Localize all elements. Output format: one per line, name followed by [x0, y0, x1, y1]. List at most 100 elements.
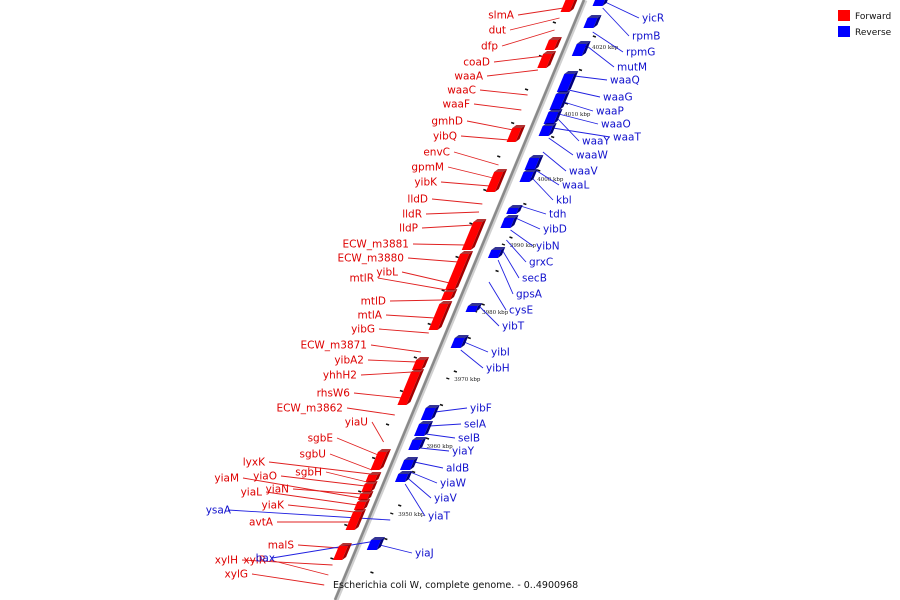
gene-connector-gpmm [447, 166, 494, 179]
gene-connector-waay [556, 117, 580, 142]
minor-tick [385, 423, 390, 426]
gene-connector-ecw-m3880 [407, 257, 459, 263]
scale-tick: 3980 kbp [473, 310, 509, 316]
gene-connector-rpmg [592, 31, 624, 53]
gene-label-yibg[interactable]: yibG [351, 324, 375, 336]
gene-label-yibh[interactable]: yibH [486, 363, 510, 375]
gene-label-waaw[interactable]: waaW [576, 150, 608, 162]
gene-label-yiav[interactable]: yiaV [434, 493, 458, 505]
gene-label-waag[interactable]: waaG [603, 92, 633, 104]
gene-label-yiak[interactable]: yiaK [262, 500, 286, 512]
gene-label-yiau[interactable]: yiaU [345, 417, 368, 429]
gene-label-ecw-m3871[interactable]: ECW_m3871 [300, 340, 367, 352]
gene-label-yiaj[interactable]: yiaJ [415, 548, 434, 560]
gene-label-sgbu[interactable]: sgbU [300, 449, 327, 461]
gene-label-dfp[interactable]: dfp [481, 41, 498, 53]
gene-label-slma[interactable]: slmA [488, 10, 515, 22]
gene-label-yibd[interactable]: yibD [543, 224, 567, 236]
gene-label-sela[interactable]: selA [464, 419, 487, 431]
gene-label-xylg[interactable]: xylG [225, 569, 248, 581]
gene-label-yibf[interactable]: yibF [470, 403, 492, 415]
gene-label-yiat[interactable]: yiaT [428, 511, 451, 523]
gene-label-secb[interactable]: secB [522, 273, 547, 285]
gene-label-waac[interactable]: waaC [447, 85, 476, 97]
gene-label-xylh[interactable]: xylH [215, 555, 238, 567]
gene-connector-lyxk [268, 461, 371, 475]
gene-connector-sgbu [329, 453, 373, 471]
minor-tick [330, 557, 334, 560]
gene-label-yiaw[interactable]: yiaW [440, 478, 467, 490]
gene-label-envc[interactable]: envC [423, 147, 450, 159]
gene-label-waal[interactable]: waaL [562, 180, 589, 192]
gene-label-waaf[interactable]: waaF [443, 99, 471, 111]
gene-label-lldd[interactable]: lldD [407, 194, 428, 206]
gene-label-yial[interactable]: yiaL [241, 487, 263, 499]
gene-label-dut[interactable]: dut [489, 25, 506, 37]
gene-label-ecw-m3880[interactable]: ECW_m3880 [337, 253, 404, 265]
gene-label-gmhd[interactable]: gmhD [431, 116, 463, 128]
gene-label-grxc[interactable]: grxC [529, 257, 553, 269]
gene-label-waay[interactable]: waaY [582, 136, 610, 148]
gene-label-rpmb[interactable]: rpmB [632, 31, 660, 43]
gene-label-rhsw6[interactable]: rhsW6 [317, 388, 351, 400]
genome-caption: Escherichia coli W, complete genome. - 0… [333, 580, 578, 591]
minor-tick [483, 188, 487, 192]
gene-label-yiba2[interactable]: yibA2 [334, 355, 364, 367]
gene-label-lyxk[interactable]: lyxK [243, 457, 266, 469]
gene-label-lldp[interactable]: lldP [399, 223, 418, 235]
gene-connector-lldr [425, 211, 480, 215]
gene-feature-layer [333, 0, 608, 560]
gene-label-xylr[interactable]: xylR [243, 555, 266, 567]
gene-connector-bax [271, 539, 382, 559]
gene-label-waaq[interactable]: waaQ [610, 75, 640, 87]
gene-connector-selb [425, 433, 456, 439]
gene-label-ecw-m3881[interactable]: ECW_m3881 [342, 239, 409, 251]
gene-label-yhhh2[interactable]: yhhH2 [323, 370, 357, 382]
gene-label-waaa[interactable]: waaA [454, 71, 483, 83]
gene-label-yibi[interactable]: yibI [491, 347, 510, 359]
minor-tick [413, 356, 418, 359]
gene-label-avta[interactable]: avtA [249, 517, 274, 529]
gene-label-mtld[interactable]: mtlD [361, 296, 386, 308]
gene-label-yiay[interactable]: yiaY [452, 446, 475, 458]
gene-label-waao[interactable]: waaO [601, 119, 631, 131]
gene-label-ecw-m3862[interactable]: ECW_m3862 [276, 403, 343, 415]
gene-label-waat[interactable]: waaT [613, 132, 641, 144]
gene-label-sgbh[interactable]: sgbH [295, 467, 322, 479]
gene-label-selb[interactable]: selB [458, 433, 480, 445]
gene-label-yibn[interactable]: yibN [536, 241, 560, 253]
gene-label-waap[interactable]: waaP [596, 106, 624, 118]
gene-label-mals[interactable]: malS [268, 540, 295, 552]
gene-label-rpmg[interactable]: rpmG [626, 47, 655, 59]
gene-label-waav[interactable]: waaV [569, 166, 598, 178]
gene-label-yibl[interactable]: yibL [376, 267, 398, 279]
gene-label-mtlr[interactable]: mtlR [349, 273, 374, 285]
gene-label-yian[interactable]: yiaN [266, 484, 289, 496]
gene-label-coad[interactable]: coaD [463, 57, 490, 69]
forward-gene-feature [485, 169, 508, 192]
gene-label-lldr[interactable]: lldR [402, 209, 422, 221]
gene-label-aldb[interactable]: aldB [446, 463, 469, 475]
gene-label-bax[interactable]: bax [256, 553, 275, 565]
gene-label-yibt[interactable]: yibT [502, 321, 525, 333]
gene-label-gpmm[interactable]: gpmM [411, 162, 444, 174]
gene-label-yicr[interactable]: yicR [642, 13, 664, 25]
minor-tick [497, 155, 501, 158]
gene-label-yiam[interactable]: yiaM [214, 473, 239, 485]
label-connector-layer [227, 1, 640, 586]
gene-label-yibk[interactable]: yibK [414, 177, 438, 189]
gene-label-sgbe[interactable]: sgbE [308, 433, 333, 445]
gene-connector-yibd [515, 217, 541, 230]
gene-label-mutm[interactable]: mutM [617, 62, 647, 74]
gene-label-cyse[interactable]: cysE [509, 305, 533, 317]
gene-label-mtla[interactable]: mtlA [358, 310, 383, 322]
gene-label-yiao[interactable]: yiaO [253, 471, 277, 483]
gene-label-gpsa[interactable]: gpsA [516, 289, 543, 301]
gene-label-yibq[interactable]: yibQ [433, 131, 457, 143]
gene-label-kbl[interactable]: kbl [556, 195, 572, 207]
gene-label-tdh[interactable]: tdh [549, 209, 566, 221]
gene-label-ysaa[interactable]: ysaA [206, 505, 232, 517]
reverse-gene-feature [408, 437, 427, 450]
minor-tick [524, 88, 529, 91]
forward-gene-feature [370, 449, 391, 470]
